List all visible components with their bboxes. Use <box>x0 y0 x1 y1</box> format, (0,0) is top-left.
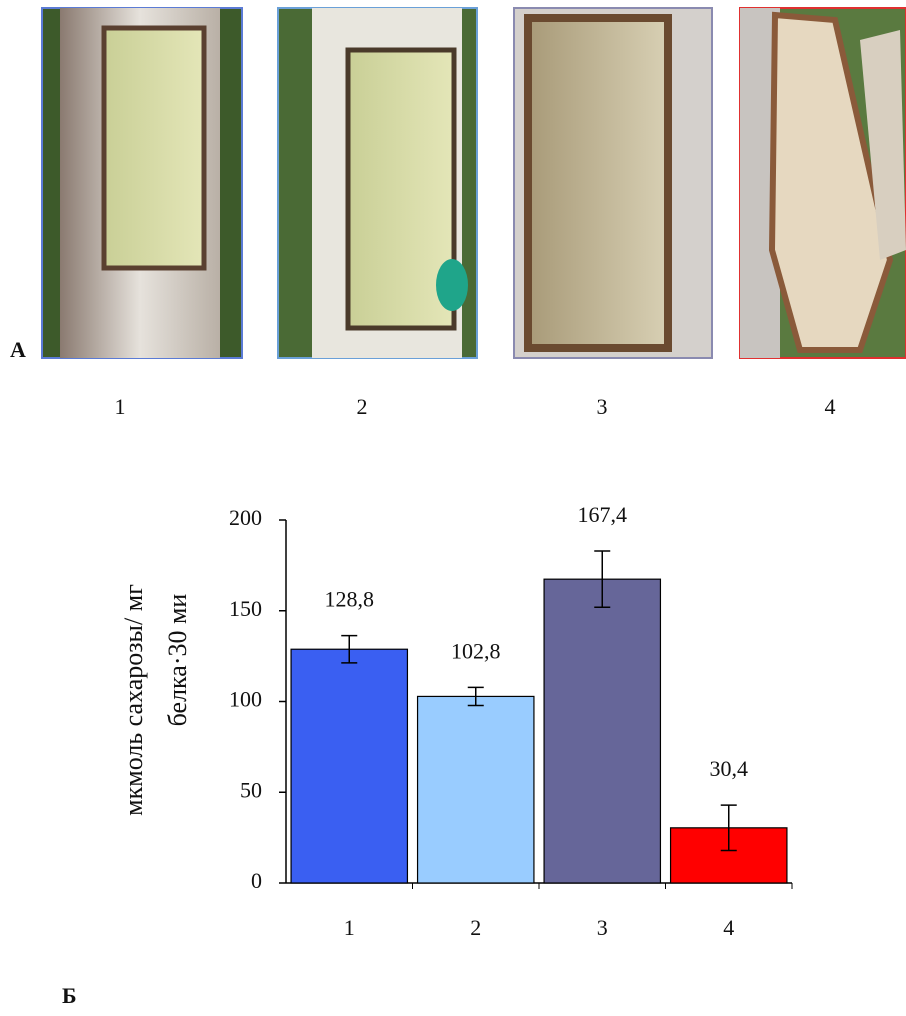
y-axis-label: белка·30 ми <box>163 594 192 727</box>
x-tick-label: 2 <box>470 915 481 940</box>
value-label: 102,8 <box>451 638 501 663</box>
y-tick-label: 0 <box>251 868 262 893</box>
photo-label: 1 <box>115 394 126 419</box>
x-tick-label: 3 <box>597 915 608 940</box>
photo-label: 4 <box>825 394 836 419</box>
x-tick-label: 4 <box>723 915 734 940</box>
photo-label: 2 <box>357 394 368 419</box>
y-tick-label: 200 <box>229 505 262 530</box>
value-label: 167,4 <box>578 502 628 527</box>
value-label: 30,4 <box>710 756 749 781</box>
value-label: 128,8 <box>325 587 375 612</box>
y-tick-label: 100 <box>229 687 262 712</box>
photo <box>514 8 712 358</box>
bar <box>291 649 407 883</box>
x-tick-label: 1 <box>344 915 355 940</box>
y-tick-label: 50 <box>240 777 262 802</box>
y-axis-label: мкмоль сахарозы/ мг <box>119 584 148 816</box>
y-tick-label: 150 <box>229 596 262 621</box>
photo <box>42 8 242 358</box>
panel-label: А <box>10 337 26 362</box>
photo-label: 3 <box>597 394 608 419</box>
photo <box>278 8 477 358</box>
bar <box>544 579 660 883</box>
photo <box>740 8 906 358</box>
bar <box>418 696 534 883</box>
figure: А 1 2 3 4 Б мкмоль сахарозы/ мг белка·30… <box>0 0 906 1011</box>
page: {"panel_a": {"label": "А", "photos": ["1… <box>0 0 906 1016</box>
panel-label: Б <box>62 983 77 1008</box>
